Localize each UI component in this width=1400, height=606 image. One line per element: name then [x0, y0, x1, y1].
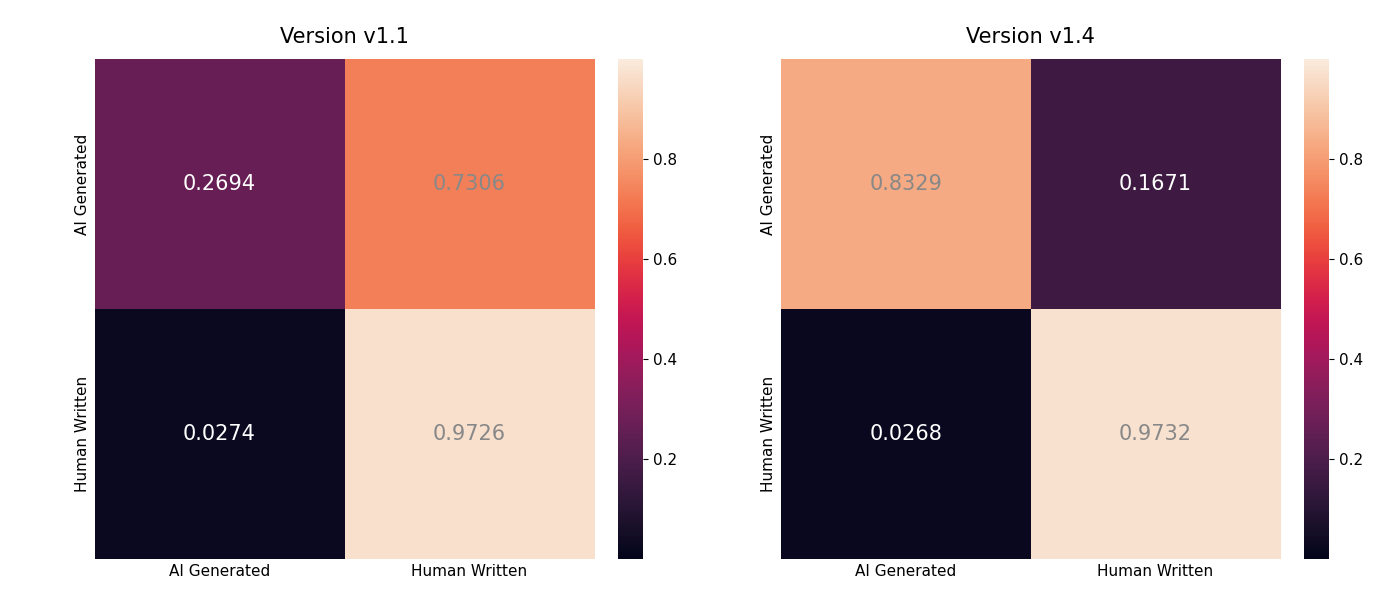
Text: 0.0268: 0.0268	[869, 424, 942, 444]
Text: 0.8329: 0.8329	[869, 175, 942, 195]
Title: Version v1.4: Version v1.4	[966, 27, 1095, 47]
Text: 0.0274: 0.0274	[183, 424, 256, 444]
Text: 0.9726: 0.9726	[433, 424, 505, 444]
Text: 0.7306: 0.7306	[433, 175, 505, 195]
Text: 0.1671: 0.1671	[1119, 175, 1191, 195]
Text: 0.2694: 0.2694	[183, 175, 256, 195]
Title: Version v1.1: Version v1.1	[280, 27, 409, 47]
Text: 0.9732: 0.9732	[1119, 424, 1191, 444]
